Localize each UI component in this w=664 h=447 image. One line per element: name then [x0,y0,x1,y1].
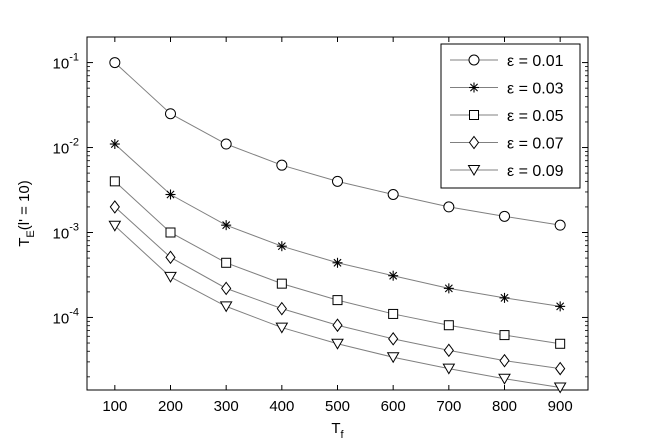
legend-item: ε = 0.01 [450,53,564,70]
data-point-triangle-down [442,363,456,375]
legend-label: ε = 0.01 [507,53,564,70]
data-point-square [332,295,343,306]
y-tick-base: 10 [53,310,70,327]
data-point-circle [554,219,566,231]
data-point-asterisk [332,257,343,268]
data-point-asterisk [443,283,454,294]
legend-marker-circle [468,54,480,66]
x-tick-label: 100 [102,398,127,415]
y-tick-base: 10 [53,225,70,242]
legend-label: ε = 0.07 [507,136,564,153]
data-point-asterisk [388,270,399,281]
data-point-circle [276,159,288,171]
x-tick-label: 900 [548,398,573,415]
data-point-diamond [332,318,343,333]
data-point-square [499,330,510,341]
legend-item: ε = 0.07 [450,136,564,153]
legend-marker-diamond [468,135,480,150]
legend-marker-triangle-down [467,165,481,176]
y-tick-exponent: -3 [69,221,79,233]
data-point-asterisk [221,220,232,231]
data-point-diamond [109,200,120,214]
x-tick-label: 800 [492,398,517,415]
y-axis-title-sub: E [25,230,37,237]
data-point-asterisk [276,241,287,252]
x-tick-label: 400 [269,398,294,415]
x-axis-title: Tf [331,420,344,441]
y-axis-title-rest: (l' = 10) [16,180,33,230]
series-4 [109,200,566,376]
data-point-circle [220,138,232,150]
series-5 [108,220,567,394]
x-axis-title-main: T [331,420,340,437]
legend-marker-square [469,110,479,120]
data-point-circle [165,108,176,120]
series-line [114,225,561,388]
legend-label: ε = 0.03 [507,81,564,98]
x-tick-label: 600 [381,398,406,415]
data-point-diamond [443,343,454,358]
data-point-square [555,338,566,349]
data-point-triangle-down [498,373,511,385]
x-tick-label: 200 [158,398,183,415]
legend-label: ε = 0.09 [507,163,564,180]
series-group [108,57,567,394]
data-point-square [221,257,232,268]
legend-item: ε = 0.09 [450,163,564,180]
data-point-diamond [221,281,232,296]
legend-marker-asterisk [469,82,479,93]
data-point-circle [443,201,455,213]
data-point-triangle-down [331,338,344,350]
y-axis-title: TE(l' = 10) [16,180,37,246]
y-tick-base: 10 [53,141,70,158]
data-point-asterisk [109,139,120,150]
y-tick-exponent: -1 [69,52,79,64]
y-tick-label: 10-3 [53,221,79,242]
legend-label: ε = 0.05 [507,108,564,125]
data-point-asterisk [165,189,176,200]
data-point-square [276,278,287,289]
y-tick-label: 10-4 [53,306,79,327]
data-point-diamond [388,332,399,346]
data-point-diamond [499,353,510,368]
x-tick-label: 700 [436,398,461,415]
data-point-triangle-down [553,382,567,394]
legend-item: ε = 0.03 [450,81,564,98]
y-tick-label: 10-1 [53,52,79,73]
data-point-circle [109,57,121,69]
legend-item: ε = 0.05 [450,108,564,125]
x-tick-label: 500 [325,398,350,415]
y-tick-exponent: -2 [69,137,79,149]
legend: ε = 0.01 ε = 0.03 ε = 0.05 ε = 0.07 ε = 0.09 [440,43,581,189]
data-point-square [388,308,399,319]
data-point-circle [387,189,399,201]
x-tick-label: 300 [214,398,239,415]
series-2 [109,139,566,312]
series-3 [109,176,566,349]
legend-box [440,43,581,189]
data-point-circle [332,175,343,187]
x-axis-title-sub: f [341,429,345,441]
data-point-triangle-down [219,301,233,313]
y-tick-label: 10-2 [53,137,79,158]
data-point-diamond [165,250,176,265]
y-tick-exponent: -4 [69,306,79,318]
series-1 [109,57,566,231]
data-point-triangle-down [164,271,177,283]
y-axis-title-main: T [16,238,33,247]
data-point-square [165,227,176,238]
data-point-triangle-down [108,220,122,232]
data-point-square [109,176,120,187]
data-point-square [443,320,454,331]
data-point-circle [499,210,510,222]
data-point-diamond [276,301,287,316]
data-point-asterisk [555,301,566,312]
y-tick-base: 10 [53,56,70,73]
data-point-diamond [555,361,566,376]
data-point-triangle-down [386,352,400,364]
axes: 100 200 300 400 500 600 700 800 90010-110-210-31… [16,36,589,441]
data-point-triangle-down [275,322,289,334]
data-point-asterisk [499,292,510,303]
